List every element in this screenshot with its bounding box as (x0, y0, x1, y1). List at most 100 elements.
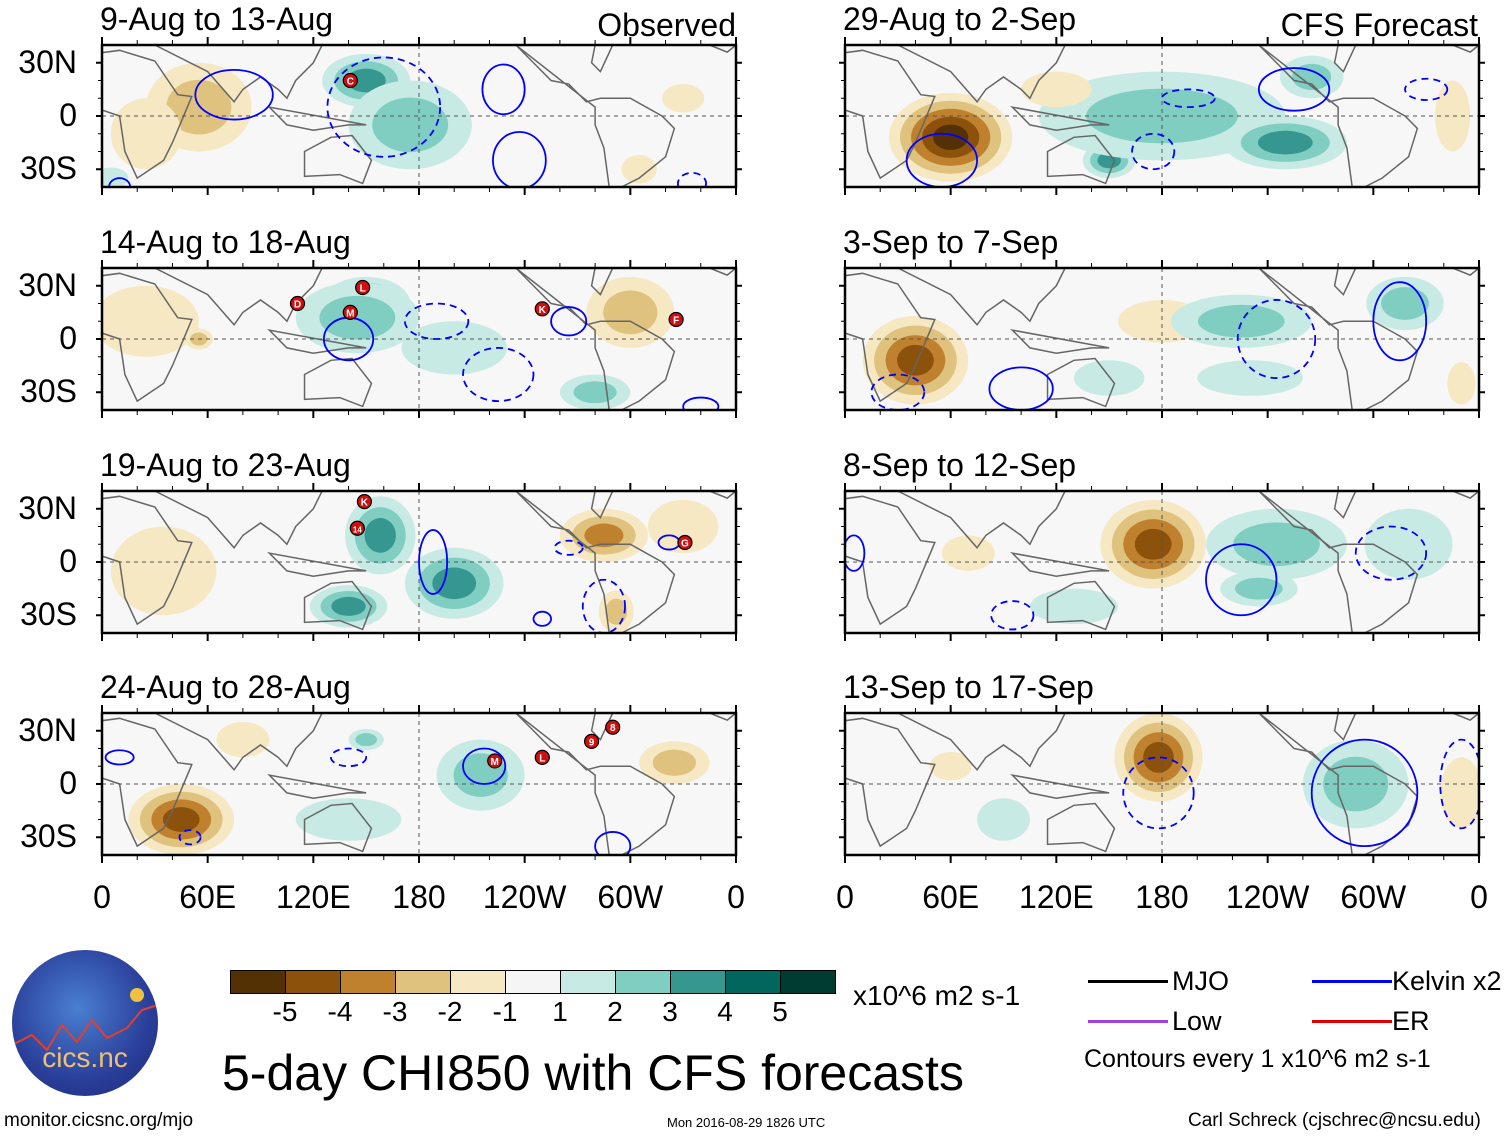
coastline (303, 357, 373, 408)
panel-title: 3-Sep to 7-Sep (843, 224, 1059, 260)
storm-marker[interactable]: M (487, 753, 503, 769)
lon-label: 0 (727, 879, 745, 915)
anomaly-shading (1021, 71, 1092, 108)
colorbar-units: x10^6 m2 s-1 (853, 980, 1021, 1011)
storm-marker[interactable]: L (534, 749, 550, 765)
map-panel-right-3 (839, 483, 1485, 641)
legend-kelvin: Kelvin x2 (1392, 966, 1502, 996)
observed-label: Observed (597, 7, 736, 43)
storm-label: M (491, 757, 499, 768)
kelvin-line (1312, 980, 1392, 983)
colorbar-swatch (671, 971, 726, 993)
storm-label: C (347, 77, 354, 88)
footer-timestamp: Mon 2016-08-29 1826 UTC (667, 1115, 826, 1130)
storm-icon (342, 72, 358, 89)
storm-marker[interactable]: D (289, 295, 306, 312)
map-panel-right-4 (839, 705, 1485, 863)
storm-marker[interactable]: C (342, 72, 358, 89)
storm-marker[interactable]: M (342, 304, 358, 320)
kelvin-contour (1131, 132, 1176, 171)
storm-marker[interactable]: F (668, 311, 684, 328)
coastline (1010, 105, 1110, 131)
map-panel-left-2: D L M K F (96, 260, 742, 418)
anomaly-shading (621, 155, 657, 184)
anomaly-shading (1086, 88, 1238, 144)
anomaly-shading (401, 321, 508, 375)
anomaly-shading (897, 344, 934, 376)
kelvin-contour (404, 302, 470, 340)
colorbar-swatch (286, 971, 341, 993)
colorbar-label: -1 (492, 996, 518, 1027)
storm-marker[interactable]: K (534, 301, 550, 317)
lat-label: 30N (18, 266, 77, 303)
storm-marker[interactable]: 8 (605, 719, 621, 735)
kelvin-contour (1404, 77, 1449, 101)
storm-icon (355, 279, 371, 296)
coastline (154, 713, 323, 772)
map-panel-right-2 (839, 260, 1485, 418)
colorbar-label: 2 (607, 996, 623, 1027)
footer-url[interactable]: monitor.cicsnc.org/mjo (4, 1110, 194, 1131)
storm-icon (534, 749, 550, 765)
anomaly-shading (933, 124, 969, 150)
coastline (515, 713, 676, 855)
kelvin-contour (845, 534, 866, 572)
storm-marker[interactable]: K (356, 494, 373, 510)
map-panel-left-3: K 14 G (96, 483, 742, 641)
storm-marker[interactable]: L (355, 279, 371, 296)
anomaly-shading (432, 567, 477, 600)
coastline (303, 802, 373, 853)
anomaly-shading (346, 68, 386, 93)
coastline (709, 45, 736, 53)
lon-label: 0 (93, 879, 111, 915)
lon-label: 0 (1470, 879, 1488, 915)
anomaly-shading (319, 295, 396, 340)
panel-title: 29-Aug to 2-Sep (843, 1, 1077, 37)
colorbar-label: -2 (437, 996, 463, 1027)
kelvin-contour (682, 396, 720, 410)
lon-label: 120E (1018, 879, 1094, 915)
colorbar-swatch (616, 971, 671, 993)
lat-label: 30S (20, 596, 77, 633)
storm-label: L (539, 753, 545, 764)
coastline (590, 491, 614, 519)
lon-label: 180 (392, 879, 446, 915)
coastline (590, 268, 614, 296)
low-line (1088, 1020, 1168, 1023)
storm-marker[interactable]: 14 (349, 520, 365, 536)
forecast-label: CFS Forecast (1280, 7, 1478, 43)
coastline (1333, 45, 1357, 73)
kelvin-contour (1161, 88, 1216, 109)
coastline (897, 491, 1066, 550)
anomaly-shading (929, 752, 972, 781)
lat-label: 30N (18, 43, 77, 80)
coastline (303, 580, 373, 631)
anomaly-shading (102, 167, 129, 187)
lon-label: 180 (1135, 879, 1189, 915)
coastline (102, 49, 193, 180)
kelvin-contour (550, 306, 588, 337)
anomaly-shading (662, 84, 705, 113)
coastline (1452, 268, 1479, 276)
panel-title: 9-Aug to 13-Aug (100, 1, 334, 37)
kelvin-contour (326, 56, 442, 158)
anomaly-shading (647, 499, 719, 554)
panel-title: 8-Sep to 12-Sep (843, 447, 1077, 483)
storm-marker[interactable]: G (677, 534, 693, 551)
storm-marker[interactable]: 9 (583, 733, 600, 749)
anomaly-shading (573, 381, 617, 404)
coastline (102, 495, 193, 626)
colorbar-label: 1 (552, 996, 568, 1027)
coastline (1046, 802, 1116, 853)
kelvin-contour (594, 831, 632, 855)
anomaly-shading (1029, 588, 1118, 625)
anomaly-shading (584, 523, 624, 548)
colorbar-swatch (341, 971, 396, 993)
coastline (897, 45, 1066, 104)
storm-label: M (346, 308, 354, 319)
kelvin-contour (581, 578, 626, 633)
coastline (845, 272, 936, 403)
lat-label: 30S (20, 373, 77, 410)
storm-label: K (361, 498, 369, 509)
coastline (267, 773, 367, 799)
